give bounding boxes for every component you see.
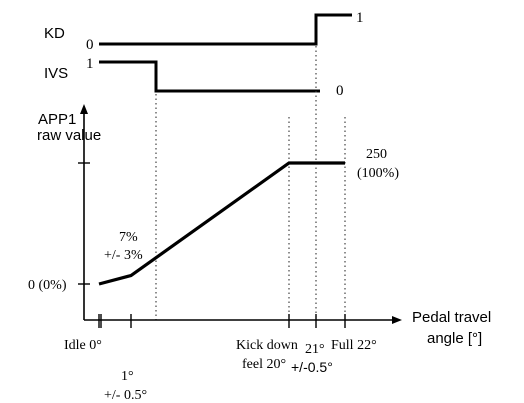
- x-axis-arrow: [392, 316, 402, 324]
- ivs-low-value: 0: [336, 83, 344, 99]
- app1-knee-label-line2: +/- 3%: [104, 248, 143, 263]
- y-axis-label-line2: raw value: [37, 127, 101, 144]
- kd-label: KD: [44, 25, 65, 42]
- app1-max-label-line2: (100%): [357, 166, 399, 181]
- x-tick-labels: Idle 0° 1° +/- 0.5° Kick down feel 20° 2…: [64, 338, 377, 403]
- ivs-label: IVS: [44, 65, 68, 82]
- app1-knee-label-line1: 7%: [119, 230, 138, 245]
- x-tick-label-kickdown-line2: feel 20°: [242, 357, 286, 372]
- ivs-signal: IVS 1 0: [44, 56, 344, 99]
- kd-signal-line: [99, 13, 352, 46]
- x-tick-label-1deg-line1: 1°: [121, 369, 134, 384]
- app1-zero-label: 0 (0%): [28, 278, 67, 293]
- x-tick-label-21deg-line2: +/-0.5°: [291, 359, 333, 375]
- x-axis-label-line2: angle [°]: [427, 330, 482, 347]
- kd-high-value: 1: [356, 10, 364, 26]
- x-tick-label-kickdown-line1: Kick down: [236, 338, 298, 353]
- kd-low-value: 0: [86, 37, 94, 53]
- app1-max-label-line1: 250: [366, 147, 387, 162]
- x-ticks: [98, 314, 346, 328]
- ivs-signal-line: [99, 60, 320, 93]
- ivs-high-value: 1: [86, 56, 94, 72]
- app1-curve: [98, 161, 345, 286]
- y-axis-label-line1: APP1: [38, 111, 76, 128]
- x-axis-label-line1: Pedal travel: [412, 309, 491, 326]
- axes: [78, 104, 402, 328]
- x-tick-label-21deg-line1: 21°: [305, 342, 325, 357]
- y-axis-arrow: [80, 104, 88, 114]
- kd-signal: KD 0 1: [44, 10, 364, 53]
- x-tick-label-full: Full 22°: [331, 338, 377, 353]
- x-tick-label-idle: Idle 0°: [64, 338, 102, 353]
- guide-lines: [155, 46, 346, 320]
- x-tick-label-1deg-line2: +/- 0.5°: [104, 388, 147, 403]
